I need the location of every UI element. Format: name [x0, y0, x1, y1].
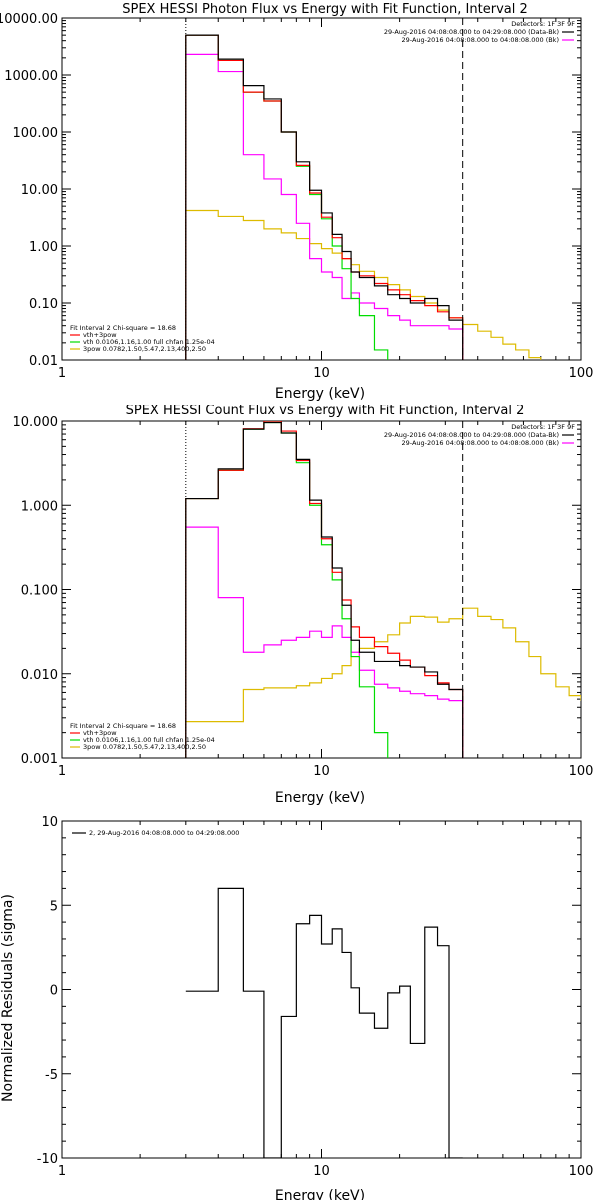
x-tick-label: 100 [569, 366, 594, 381]
legend-detectors: Detectors: 1F 3F 9F [511, 20, 575, 28]
plot-area: 1 10 100 -10 -5 0 5 10 2, 29-Aug-2016 04:08:08.0… [37, 815, 594, 1179]
legend-entry-label: 2, 29-Aug-2016 04:08:08.000 to 04:29:08.… [89, 829, 239, 837]
legend-detectors: Detectors: 1F 3F 9F [511, 423, 575, 431]
x-axis-label: Energy (keV) [275, 1188, 365, 1200]
legend-fit-header: Fit Interval 2 Chi-square = 18.68 [70, 722, 176, 730]
legend-fit-header: Fit Interval 2 Chi-square = 18.68 [70, 324, 176, 332]
series-vth-3pow [185, 421, 464, 758]
x-tick-label: 100 [569, 764, 594, 779]
y-tick-label: -10 [37, 1152, 58, 1167]
y-tick-label: 1.00 [29, 240, 58, 255]
x-tick-label: 1 [58, 764, 66, 779]
x-axis-label: Energy (keV) [275, 790, 365, 806]
x-tick-label: 1 [58, 1164, 66, 1179]
chart-title: SPEX HESSI Count Flux vs Energy with Fit… [126, 405, 525, 418]
x-tick-label: 1 [58, 366, 66, 381]
legend-entry-label: 29-Aug-2016 04:08:08.000 to 04:29:08.000… [384, 431, 559, 439]
legend-entry-label: 29-Aug-2016 04:08:08.000 to 04:08:08.000… [402, 439, 559, 447]
x-tick-label: 10 [313, 366, 330, 381]
y-tick-label: 1000.00 [4, 69, 58, 84]
y-axis-label: Normalized Residuals (sigma) [0, 894, 16, 1102]
plot-area: 1 10 100 0.001 0.010 0.100 1.000 10.000 Detector… [13, 415, 594, 779]
legend-entry-label: 3pow 0.0782,1.50,5.47,2.13,400,2.50 [83, 743, 206, 751]
series-data-bk [185, 421, 464, 758]
series-bk [185, 53, 464, 360]
chart-title: SPEX HESSI Photon Flux vs Energy with Fi… [122, 2, 528, 17]
count-flux-chart: SPEX HESSI Count Flux vs Energy with Fit… [13, 405, 594, 806]
x-tick-label: 100 [569, 1164, 594, 1179]
legend-entry-label: vth+3pow [83, 331, 117, 339]
series-3pow [185, 607, 581, 758]
y-tick-label: 10000.00 [0, 12, 58, 27]
series-residuals [185, 887, 463, 1158]
y-tick-label: 0 [50, 984, 58, 999]
legend-entry-label: 29-Aug-2016 04:08:08.000 to 04:08:08.000… [402, 36, 559, 44]
y-tick-label: 10.00 [21, 183, 58, 198]
y-tick-label: 10.000 [13, 415, 59, 430]
series-bk [185, 526, 464, 758]
y-tick-label: 100.00 [13, 126, 59, 141]
photon-flux-chart: SPEX HESSI Photon Flux vs Energy with Fi… [0, 2, 594, 402]
series-vth-3pow [185, 34, 464, 360]
plot-area: 1 10 100 0.01 0.10 1.00 10.00 100.00 1000.00 1000… [0, 12, 594, 381]
legend-entry-label: 3pow 0.0782,1.50,5.47,2.13,400,2.50 [83, 345, 206, 353]
legend-entry-label: 29-Aug-2016 04:08:08.000 to 04:29:08.000… [384, 28, 559, 36]
y-tick-label: 0.001 [21, 752, 58, 767]
plot-frame [61, 820, 582, 1159]
y-tick-label: 5 [50, 899, 58, 914]
legend-entry-label: vth 0.0106,1.16,1.00 full chfan 1.25e-04 [83, 736, 215, 744]
x-tick-label: 10 [313, 1164, 330, 1179]
y-tick-label: 1.000 [21, 499, 58, 514]
plot-frame [61, 17, 582, 361]
legend-entry-label: vth+3pow [83, 729, 117, 737]
series-data-bk [185, 34, 464, 360]
y-tick-label: 0.10 [29, 297, 58, 312]
series-3pow [185, 209, 542, 360]
y-tick-label: 0.01 [29, 354, 58, 369]
plot-frame [61, 420, 582, 759]
x-tick-label: 10 [313, 764, 330, 779]
residuals-chart: Normalized Residuals (sigma) 1 10 100-10-5… [0, 815, 594, 1200]
y-tick-label: 0.010 [21, 668, 58, 683]
x-axis-label: Energy (keV) [275, 386, 365, 402]
y-tick-label: 10 [41, 815, 58, 830]
series-vth [185, 34, 389, 360]
y-tick-label: -5 [45, 1068, 58, 1083]
legend-entry-label: vth 0.0106,1.16,1.00 full chfan 1.25e-04 [83, 338, 215, 346]
y-tick-label: 0.100 [21, 584, 58, 599]
